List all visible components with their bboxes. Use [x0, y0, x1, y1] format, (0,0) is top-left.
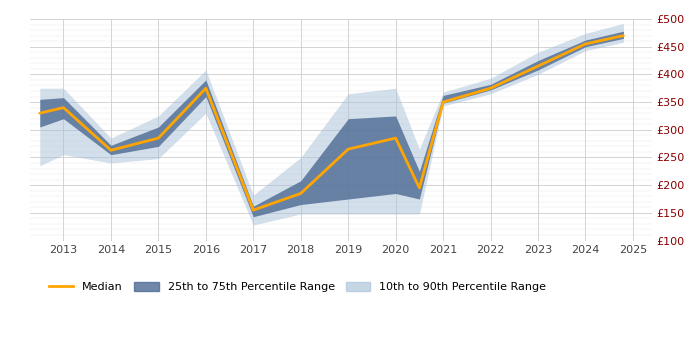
Legend: Median, 25th to 75th Percentile Range, 10th to 90th Percentile Range: Median, 25th to 75th Percentile Range, 1…: [49, 281, 546, 292]
